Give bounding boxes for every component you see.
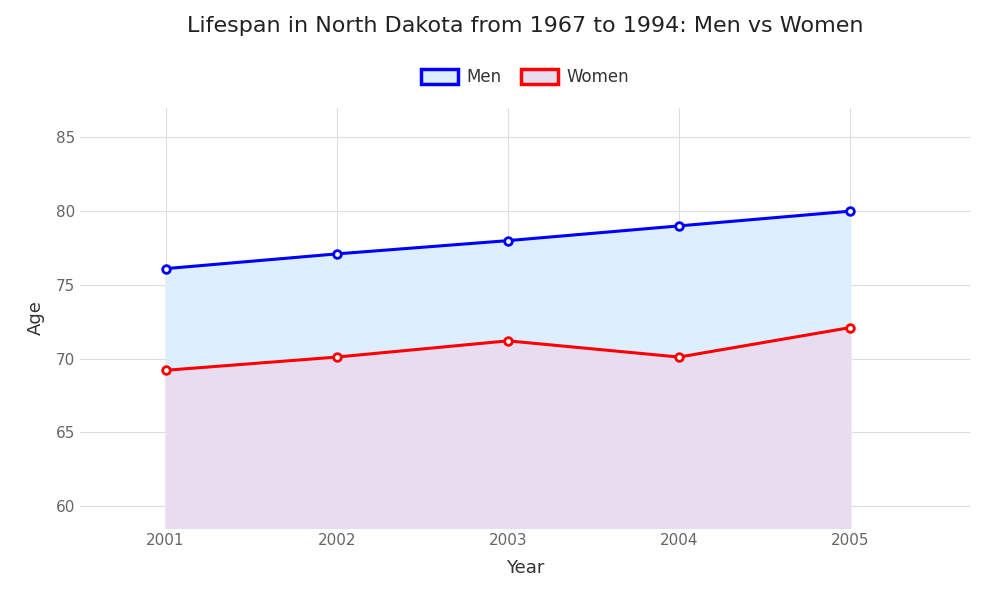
Legend: Men, Women: Men, Women: [414, 62, 636, 93]
Y-axis label: Age: Age: [27, 301, 45, 335]
Title: Lifespan in North Dakota from 1967 to 1994: Men vs Women: Lifespan in North Dakota from 1967 to 19…: [187, 16, 863, 35]
X-axis label: Year: Year: [506, 559, 544, 577]
